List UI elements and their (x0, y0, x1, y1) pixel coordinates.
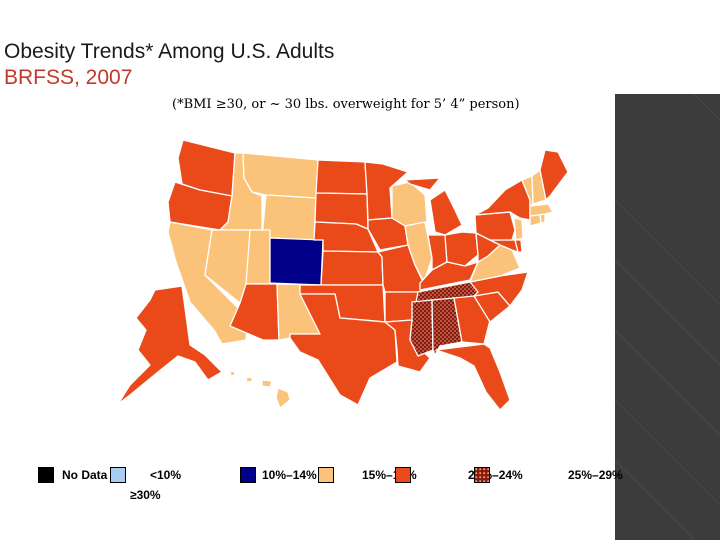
legend-label-25-29: 25%–29% (568, 468, 623, 482)
state-TX (289, 293, 398, 406)
legend-label-10-14: 10%–14% (262, 468, 317, 482)
state-OH (444, 231, 479, 267)
legend-swatch-10-14 (240, 467, 256, 483)
legend-swatch-25-29 (474, 467, 490, 483)
state-RI (539, 213, 546, 224)
state-ND (315, 159, 368, 195)
state-CO (269, 237, 324, 286)
state-NC (469, 271, 529, 307)
state-WI (391, 181, 428, 227)
state-MA (529, 203, 554, 217)
legend-swatch-15-19 (318, 467, 334, 483)
state-PA (474, 211, 516, 241)
legend-swatch-lt10 (110, 467, 126, 483)
state-KY (419, 261, 479, 291)
state-MI (404, 177, 463, 236)
legend-label-no-data: No Data (62, 468, 108, 482)
state-ME (539, 149, 569, 201)
state-VT (521, 175, 534, 207)
state-MS (409, 299, 434, 357)
state-KS (320, 250, 384, 286)
legend-label-30plus: ≥30% (130, 488, 161, 502)
legend-swatch-no-data (38, 467, 54, 483)
page-title: Obesity Trends* Among U.S. Adults (4, 40, 335, 63)
state-MT (242, 152, 319, 199)
state-AK (117, 285, 223, 405)
legend-label-lt10: <10% (150, 468, 182, 482)
state-NJ (513, 217, 524, 241)
state-HI (229, 370, 291, 409)
page-subtitle-source: BRFSS, 2007 (4, 66, 133, 89)
title-area (0, 0, 720, 94)
state-DE (514, 239, 523, 253)
bmi-footnote: (*BMI ≥30, or ~ 30 lbs. overweight for 5… (172, 97, 520, 112)
state-MN (364, 161, 409, 221)
legend-swatch-20-24 (395, 467, 411, 483)
state-FL (435, 343, 511, 411)
